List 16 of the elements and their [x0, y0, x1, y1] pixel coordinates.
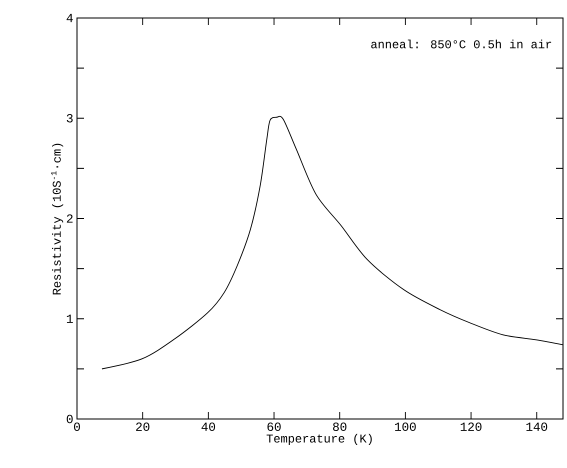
x-axis-title: Temperature (K)	[266, 434, 372, 445]
x-tick-label: 120	[460, 422, 482, 431]
y-tick-label: 0	[66, 414, 73, 424]
y-tick-label: 2	[66, 214, 73, 223]
y-tick-label: 4	[66, 14, 73, 22]
annotation: anneal: 850°C 0.5h in air	[371, 40, 552, 48]
y-tick-label: 3	[66, 114, 73, 122]
x-tick-label: 40	[202, 422, 216, 431]
x-tick-label: 60	[267, 422, 281, 431]
x-tick-label: 140	[526, 422, 548, 431]
x-tick-label: 0	[74, 422, 80, 431]
x-tick-label: 100	[395, 422, 416, 431]
x-tick-label: 80	[333, 422, 346, 431]
x-tick-label: 20	[136, 422, 150, 431]
y-axis-title: Resistivity (10S$^{-1}$·cm)	[51, 144, 64, 294]
y-tick-label: 1	[66, 314, 73, 323]
